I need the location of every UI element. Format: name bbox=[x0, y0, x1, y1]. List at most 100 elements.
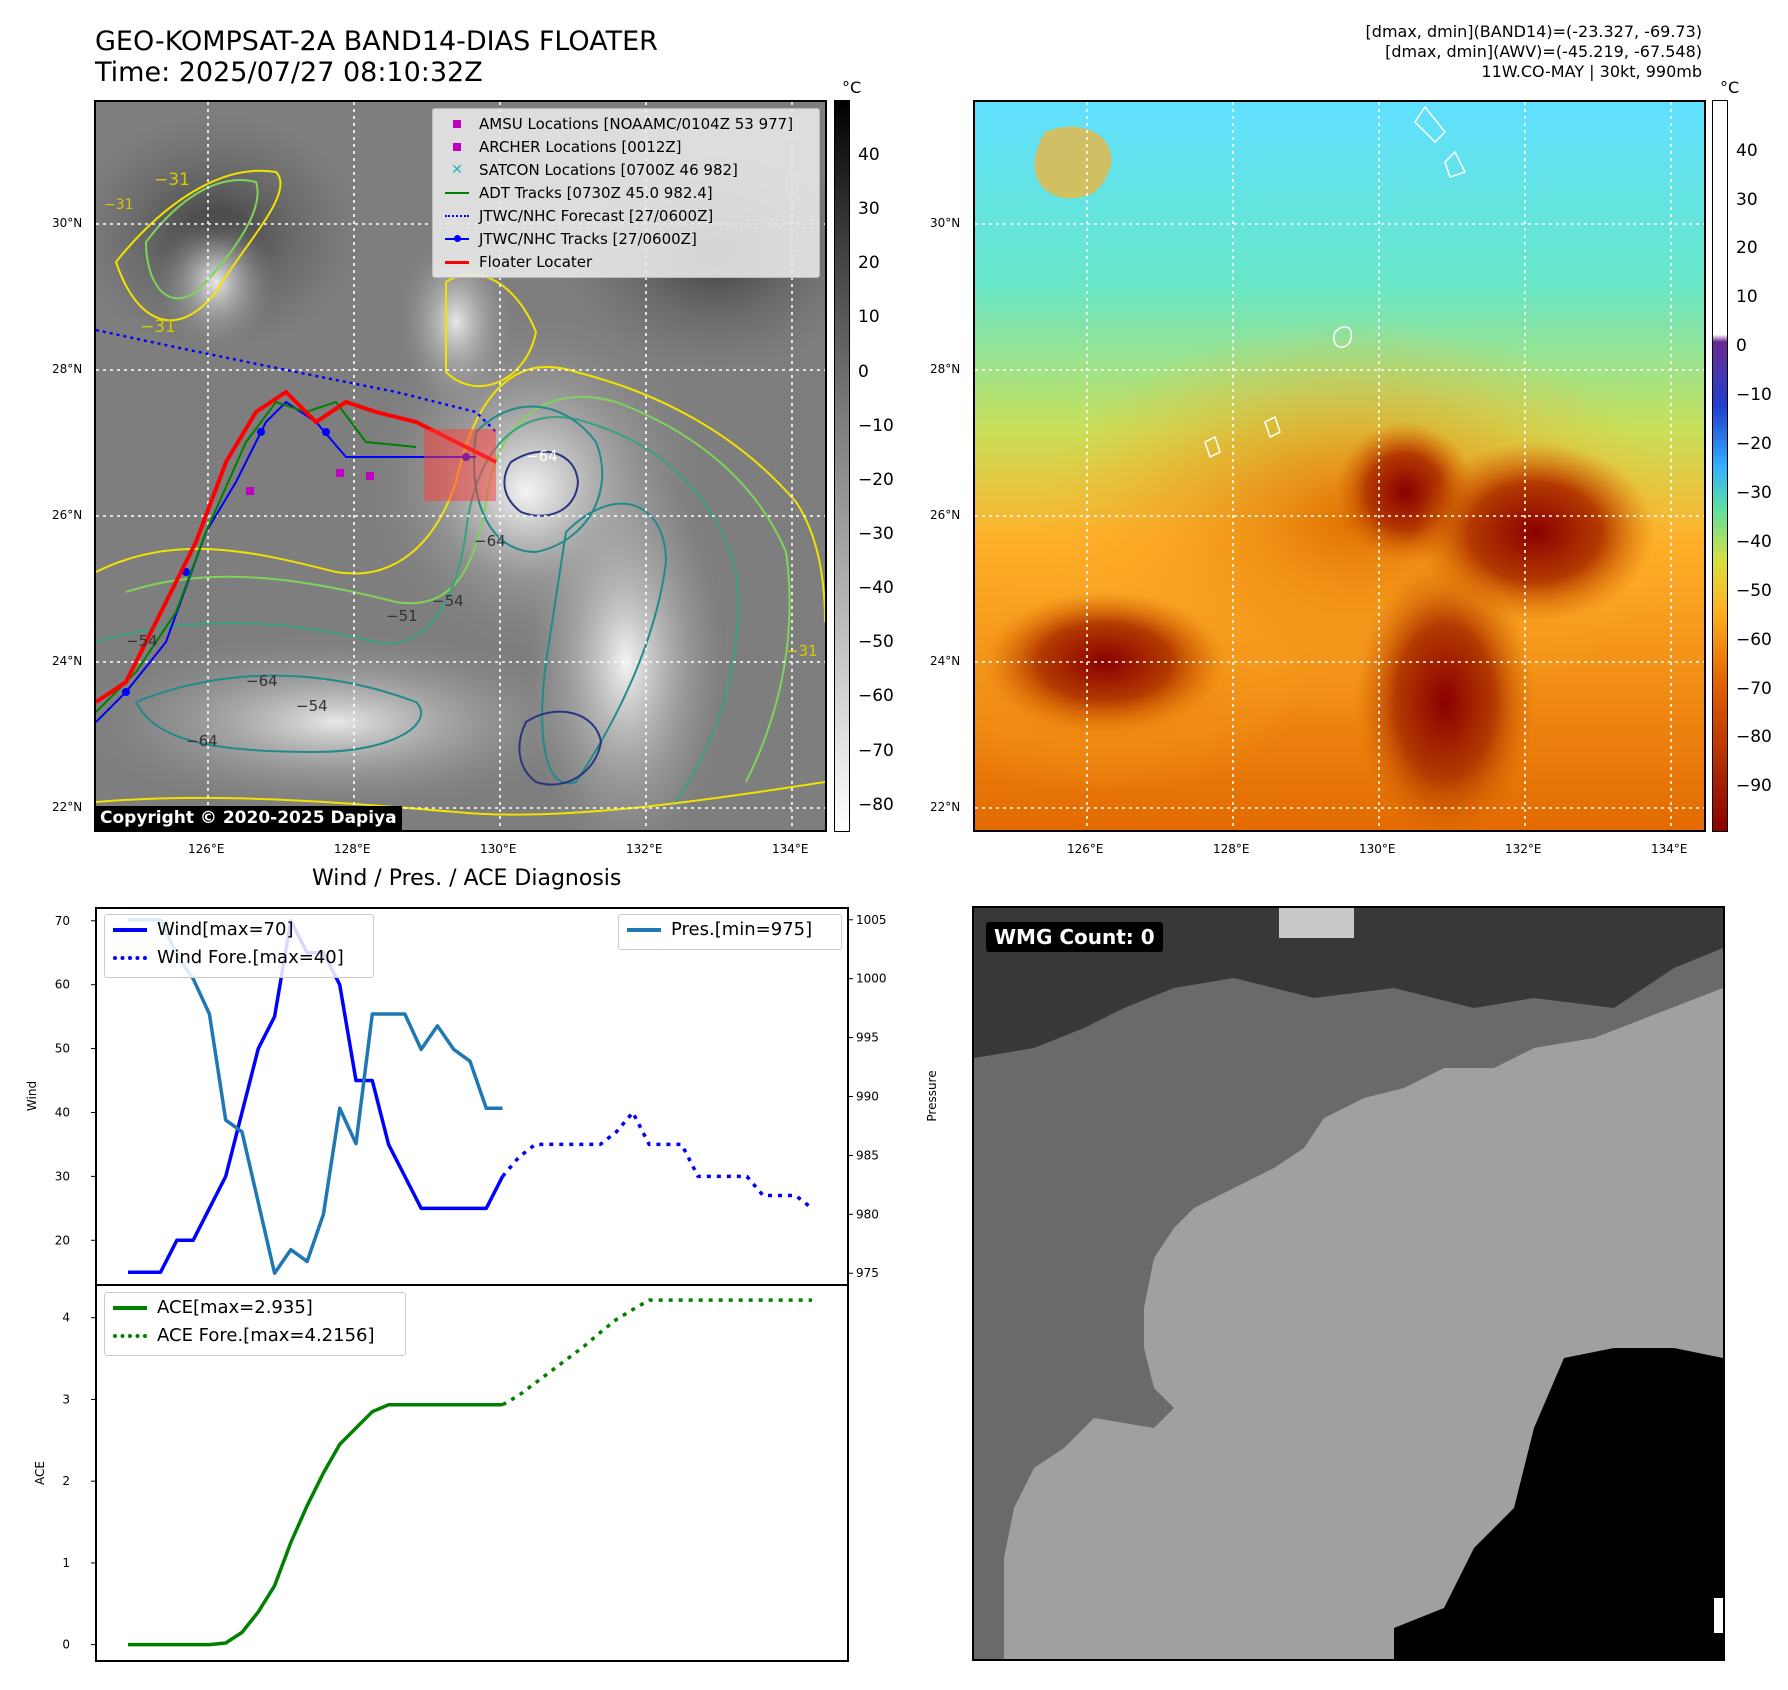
dotted-line-icon bbox=[445, 215, 469, 217]
colorbar-tick: 0 bbox=[1736, 336, 1747, 356]
wmg-panel bbox=[972, 906, 1725, 1661]
lat-label: 28°N bbox=[930, 362, 961, 376]
contour-label: −54 bbox=[126, 632, 158, 650]
lat-label: 26°N bbox=[52, 508, 83, 522]
tick-label: 1000 bbox=[856, 972, 887, 986]
ir-legend: AMSU Locations [NOAAMC/0104Z 53 977] ARC… bbox=[432, 108, 820, 278]
lon-label: 132°E bbox=[1505, 842, 1542, 856]
legend-item-amsu: AMSU Locations [NOAAMC/0104Z 53 977] bbox=[445, 115, 793, 133]
tick-label: 60 bbox=[55, 978, 70, 992]
stats-block: [dmax, dmin](BAND14)=(-23.327, -69.73) [… bbox=[1366, 22, 1702, 82]
contour-label: −64 bbox=[246, 672, 278, 690]
wv-imagery bbox=[975, 102, 1704, 830]
line-marker-icon bbox=[113, 927, 147, 932]
colorbar-tick: −50 bbox=[1736, 581, 1772, 601]
legend-item-archer: ARCHER Locations [0012Z] bbox=[445, 138, 682, 156]
series-line bbox=[501, 1298, 812, 1407]
tick-label: 2 bbox=[62, 1474, 70, 1488]
ir-colorbar bbox=[834, 100, 850, 832]
tick-label: 985 bbox=[856, 1148, 879, 1162]
wv-colorbar bbox=[1712, 100, 1728, 832]
colorbar-tick: −30 bbox=[858, 524, 894, 544]
lon-label: 128°E bbox=[1213, 842, 1250, 856]
colorbar-tick: 0 bbox=[858, 362, 869, 382]
lon-label: 132°E bbox=[626, 842, 663, 856]
colorbar-tick: −80 bbox=[858, 795, 894, 815]
tick-label: 975 bbox=[856, 1266, 879, 1280]
wind-axis-label: Wind bbox=[25, 1081, 39, 1111]
colorbar-tick: 20 bbox=[858, 253, 880, 273]
tick-label: 0 bbox=[62, 1638, 70, 1652]
lon-label: 134°E bbox=[1651, 842, 1688, 856]
legend-item-pres: Pres.[min=975] bbox=[627, 919, 812, 940]
ir-map-panel: −31 −31 −31 −64 −64 −54 −51 −54 −64 −64 … bbox=[94, 100, 827, 832]
dotted-line-icon bbox=[113, 1333, 147, 1338]
legend-item-adt: ADT Tracks [0730Z 45.0 982.4] bbox=[445, 184, 713, 202]
colorbar-tick: −80 bbox=[1736, 727, 1772, 747]
colorbar-tick: −20 bbox=[1736, 434, 1772, 454]
square-marker-icon bbox=[453, 120, 461, 128]
dotted-line-icon bbox=[113, 955, 147, 960]
colorbar-tick: −60 bbox=[858, 686, 894, 706]
figure-title: GEO-KOMPSAT-2A BAND14-DIAS FLOATER Time:… bbox=[95, 26, 658, 88]
lat-label: 22°N bbox=[52, 800, 83, 814]
title-line2: Time: 2025/07/27 08:10:32Z bbox=[95, 57, 483, 88]
colorbar-tick: −70 bbox=[1736, 679, 1772, 699]
contour-label: −54 bbox=[296, 697, 328, 715]
contour-label: −64 bbox=[474, 532, 506, 550]
tick-label: 995 bbox=[856, 1031, 879, 1045]
colorbar-tick: −10 bbox=[1736, 385, 1772, 405]
copyright-badge: Copyright © 2020-2025 Dapiya bbox=[95, 806, 402, 830]
lat-label: 30°N bbox=[52, 216, 83, 230]
lon-label: 126°E bbox=[1067, 842, 1104, 856]
contour-label: −54 bbox=[432, 592, 464, 610]
lon-label: 128°E bbox=[334, 842, 371, 856]
colorbar-tick: −70 bbox=[858, 741, 894, 761]
tick-label: 4 bbox=[62, 1311, 70, 1325]
title-line1: GEO-KOMPSAT-2A BAND14-DIAS FLOATER bbox=[95, 26, 658, 57]
tick-label: 70 bbox=[55, 914, 70, 928]
stats-line1: [dmax, dmin](BAND14)=(-23.327, -69.73) bbox=[1365, 22, 1702, 41]
colorbar-tick: 30 bbox=[858, 199, 880, 219]
tick-label: 50 bbox=[55, 1042, 70, 1056]
pres-legend: Pres.[min=975] bbox=[618, 914, 842, 950]
diagnosis-title: Wind / Pres. / ACE Diagnosis bbox=[312, 866, 622, 891]
series-line bbox=[501, 1110, 814, 1210]
legend-item-ace-fore: ACE Fore.[max=4.2156] bbox=[113, 1325, 375, 1346]
pressure-axis-label: Pressure bbox=[925, 1070, 939, 1121]
tick-label: 30 bbox=[55, 1169, 70, 1183]
colorbar-tick: 10 bbox=[1736, 287, 1758, 307]
contour-label: −51 bbox=[386, 607, 418, 625]
wv-map-panel bbox=[973, 100, 1706, 832]
colorbar-tick: −40 bbox=[1736, 532, 1772, 552]
legend-item-ace: ACE[max=2.935] bbox=[113, 1297, 313, 1318]
contour-label: −64 bbox=[526, 447, 558, 465]
series-line bbox=[128, 1402, 503, 1647]
legend-item-wind: Wind[max=70] bbox=[113, 919, 294, 940]
contour-label: −31 bbox=[786, 642, 818, 660]
legend-item-floater: Floater Locater bbox=[445, 253, 592, 271]
colorbar-tick: −40 bbox=[858, 578, 894, 598]
lat-label: 26°N bbox=[930, 508, 961, 522]
colorbar-tick: 30 bbox=[1736, 190, 1758, 210]
legend-item-wind-fore: Wind Fore.[max=40] bbox=[113, 947, 344, 968]
legend-item-satcon: ✕ SATCON Locations [0700Z 46 982] bbox=[445, 161, 738, 179]
square-marker-icon bbox=[453, 143, 461, 151]
colorbar-tick: −10 bbox=[858, 416, 894, 436]
tick-label: 1005 bbox=[856, 913, 887, 927]
colorbar-tick: −50 bbox=[858, 632, 894, 652]
wmg-count-badge: WMG Count: 0 bbox=[986, 922, 1163, 952]
lon-label: 130°E bbox=[480, 842, 517, 856]
contour-label: −31 bbox=[104, 197, 134, 213]
lon-label: 126°E bbox=[188, 842, 225, 856]
tick-label: 980 bbox=[856, 1207, 879, 1221]
contour-label: −64 bbox=[186, 732, 218, 750]
ace-legend: ACE[max=2.935] ACE Fore.[max=4.2156] bbox=[104, 1292, 406, 1356]
stats-line3: 11W.CO-MAY | 30kt, 990mb bbox=[1481, 62, 1702, 81]
contour-label: −31 bbox=[154, 170, 190, 190]
contour-label: −31 bbox=[140, 317, 176, 337]
colorbar-tick: 40 bbox=[1736, 141, 1758, 161]
tick-label: 990 bbox=[856, 1090, 879, 1104]
wind-legend: Wind[max=70] Wind Fore.[max=40] bbox=[104, 914, 374, 978]
tick-label: 3 bbox=[62, 1392, 70, 1406]
